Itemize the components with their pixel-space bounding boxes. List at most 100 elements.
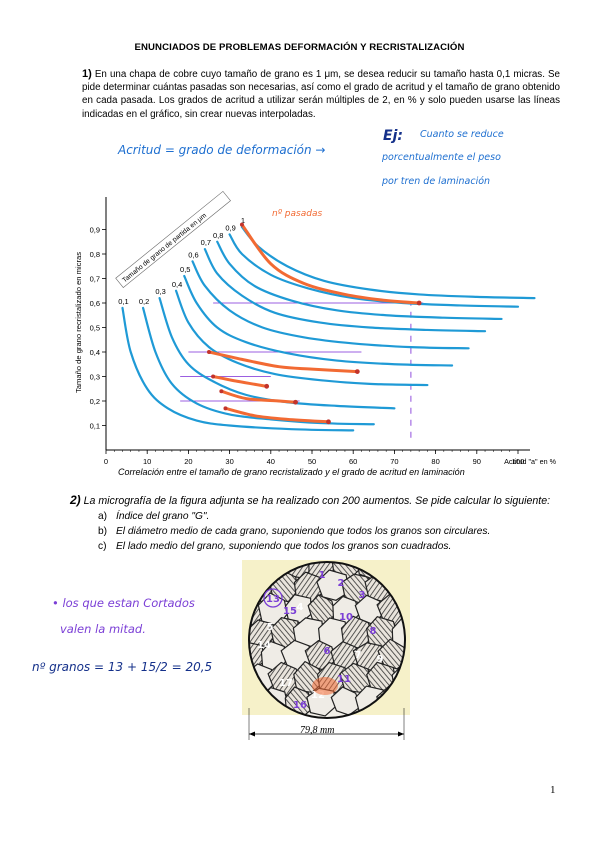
problem-2-number: 2) (70, 493, 81, 507)
item-letter: a) (98, 511, 108, 522)
chart-caption: Correlación entre el tamaño de grano rec… (118, 467, 465, 477)
grain-number: 14 (257, 640, 271, 651)
curve-0,9 (228, 233, 520, 308)
highlight-endpoint (354, 369, 360, 374)
highlighted-grain (312, 677, 338, 695)
highlight-endpoint (416, 300, 422, 306)
grain-number: 8 (370, 626, 377, 637)
x-tick-label: 80 (431, 457, 439, 466)
grain-number: 2 (338, 578, 345, 589)
x-axis-label: Acritud "a" en % (504, 457, 556, 466)
acritud-chart: 0 10 20 30 40 50 60 70 80 90 100 0,1 0,2 0,3 0,4 0,5 0,6… (74, 190, 557, 466)
problem-2-item-c: c) El lado medio del grano, suponiendo qu… (98, 541, 451, 552)
grain (391, 617, 405, 651)
item-text: El diámetro medio de cada grano, suponie… (116, 526, 491, 537)
problem-1-number: 1) (82, 68, 92, 80)
grain-number: 15 (283, 606, 297, 617)
y-tick-label: 0,1 (90, 422, 100, 431)
x-tick-label: 70 (390, 457, 398, 466)
micrograph-outline (248, 561, 406, 719)
curve-label: 0,8 (213, 231, 223, 240)
highlight-startpoint (219, 389, 224, 394)
x-tick-label: 40 (267, 457, 275, 466)
curve-0,7 (203, 248, 487, 333)
curve-label: 0,2 (139, 297, 149, 306)
legend-text: Tamaño de grano de partida en μm (121, 212, 208, 284)
x-tick-label: 90 (473, 457, 481, 466)
x-tick-label: 100 (512, 457, 525, 466)
grain (316, 569, 350, 601)
curve-label: 1 (241, 216, 245, 225)
handwritten-ej-label: Ej: (383, 128, 403, 144)
grain-number: 16 (293, 700, 307, 711)
x-tick-label: 10 (143, 457, 151, 466)
grain-number: 6 (324, 646, 331, 657)
grain-number: 1 (319, 570, 326, 581)
highlight-startpoint (223, 406, 228, 411)
curve-label: 0,5 (180, 265, 190, 274)
curve-1 (240, 225, 536, 300)
handwritten-grain-count: nº granos = 13 + 15/2 = 20,5 (32, 660, 213, 674)
grain-number: 13 (266, 594, 280, 605)
y-tick-label: 0,9 (90, 226, 100, 235)
handwritten-ej-line1: Cuanto se reduce (420, 129, 504, 140)
y-tick-label: 0,7 (90, 275, 100, 284)
grain-number: 11 (337, 674, 351, 685)
legend-frame (115, 190, 231, 288)
highlight-startpoint (239, 222, 244, 227)
curve-0,2 (141, 306, 375, 426)
curve-0,6 (191, 260, 470, 350)
y-tick-label: 0,6 (90, 299, 100, 308)
handwritten-ej-line2: porcentualmente el peso (382, 152, 501, 163)
x-tick-label: 0 (104, 457, 108, 466)
y-tick-label: 0,5 (90, 324, 100, 333)
grain (377, 638, 405, 670)
item-text: El lado medio del grano, suponiendo que … (116, 541, 452, 552)
highlight-path (240, 223, 421, 305)
highlight-path (211, 375, 269, 388)
y-axis-label: Tamaño de grano recristalizado en micras (74, 252, 83, 393)
grain-number: 17 (279, 678, 293, 689)
x-tick-label: 50 (308, 457, 316, 466)
y-tick-label: 0,4 (90, 348, 100, 357)
problem-1-text: En una chapa de cobre cuyo tamaño de gra… (82, 69, 561, 120)
curve-label: 0,6 (188, 250, 198, 259)
highlight-endpoint (264, 383, 270, 389)
grain-15-circle (263, 588, 283, 608)
problem-2-item-a: a) Índice del grano "G". (98, 511, 209, 522)
y-tick-label: 0,8 (90, 250, 100, 259)
handwritten-pasadas-note: nº pasadas (272, 209, 323, 219)
dimension-label: 79,8 mm (300, 725, 335, 736)
grain-number: 10 (339, 612, 353, 623)
y-tick-label: 0,2 (90, 397, 100, 406)
curve-0,1 (121, 306, 355, 432)
curve-0,4 (174, 289, 429, 387)
problem-2-item-b: b) El diámetro medio de cada grano, supon… (98, 526, 490, 537)
handwritten-acritud-note: Acritud = grado de deformación → (118, 143, 326, 157)
curve-label: 0,9 (225, 223, 235, 232)
y-tick-label: 0,3 (90, 373, 100, 382)
grain-number: 7 (355, 650, 362, 661)
item-letter: b) (98, 526, 108, 537)
page-number: 1 (550, 784, 556, 796)
x-tick-label: 60 (349, 457, 357, 466)
problem-2-text: La micrografía de la figura adjunta se h… (83, 495, 551, 507)
handwritten-count-note-2: valen la mitad. (60, 622, 146, 636)
grain-number: 3 (359, 590, 366, 601)
problem-1-statement: 1) En una chapa de cobre cuyo tamaño de … (82, 68, 560, 121)
page-title: ENUNCIADOS DE PROBLEMAS DEFORMACIÓN Y RE… (134, 42, 465, 53)
curve-0,5 (183, 274, 454, 367)
grain-number: 9 (377, 654, 384, 665)
curve-0,8 (216, 240, 503, 321)
grain (249, 619, 276, 647)
curve-label: 0,7 (201, 238, 211, 247)
x-tick-label: 20 (184, 457, 192, 466)
x-tick-label: 30 (225, 457, 233, 466)
curve-label: 0,3 (155, 287, 165, 296)
handwritten-ej-line3: por tren de laminación (382, 176, 491, 187)
problem-2-statement: 2) La micrografía de la figura adjunta s… (70, 493, 590, 507)
item-text: Índice del grano "G". (116, 511, 210, 522)
handwritten-count-note-1: • los que estan Cortados (52, 596, 195, 610)
curve-label: 0,4 (172, 280, 182, 289)
